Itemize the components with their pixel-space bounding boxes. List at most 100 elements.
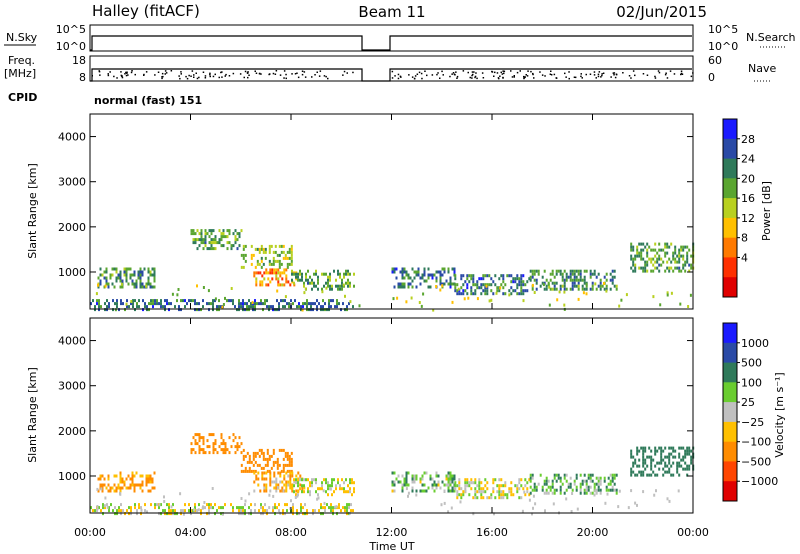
nave-dot <box>109 71 111 73</box>
echo-cell <box>441 273 444 277</box>
echo-cell <box>105 279 108 283</box>
echo-cell <box>680 458 683 462</box>
echo-cell <box>238 235 241 239</box>
echo-cell <box>301 486 304 490</box>
echo-cell <box>147 489 150 493</box>
echo-cell <box>264 250 267 254</box>
velocity-colorbar-label: Velocity [m s⁻¹] <box>773 372 786 457</box>
echo-cell <box>476 484 479 488</box>
echo-cell <box>284 305 286 309</box>
echo-cell <box>686 452 689 456</box>
echo-cell <box>336 299 338 303</box>
echo-cell <box>447 477 450 481</box>
echo-cell <box>343 490 345 494</box>
echo-cell <box>670 473 673 477</box>
echo-cell <box>454 487 457 491</box>
echo-cell <box>454 289 457 293</box>
nave-dot <box>143 73 145 76</box>
echo-region <box>90 503 354 516</box>
echo-cell <box>686 257 689 261</box>
echo-cell <box>456 283 459 287</box>
echo-cell <box>101 486 104 490</box>
echo-cell <box>545 491 548 495</box>
nave-dot <box>593 74 596 76</box>
echo-cell <box>664 245 667 249</box>
echo-cell <box>214 247 217 251</box>
echo-cell <box>98 308 100 312</box>
echo-cell <box>254 451 257 455</box>
echo-cell <box>291 484 293 488</box>
echo-cell <box>644 449 647 453</box>
echo-cell <box>202 439 205 443</box>
echo-cell <box>259 283 262 287</box>
nave-dot <box>274 73 277 75</box>
echo-cell <box>339 487 341 491</box>
echo-cell <box>658 446 661 450</box>
echo-cell <box>490 289 493 293</box>
echo-cell <box>210 433 213 437</box>
echo-cell <box>688 269 691 273</box>
echo-cell <box>585 269 588 273</box>
echo-cell <box>98 506 100 510</box>
echo-cell <box>425 489 428 493</box>
echo-cell <box>275 489 278 493</box>
echo-cell <box>230 247 233 251</box>
echo-cell <box>336 512 338 516</box>
echo-cell <box>323 501 326 505</box>
echo-cell <box>443 270 446 274</box>
echo-cell <box>454 481 457 485</box>
echo-cell <box>293 490 295 494</box>
echo-cell <box>303 284 305 288</box>
echo-cell <box>563 287 566 291</box>
echo-cell <box>330 509 332 513</box>
echo-cell <box>268 250 271 254</box>
echo-cell <box>345 272 347 276</box>
echo-cell <box>290 259 293 263</box>
echo-cell <box>350 503 352 507</box>
echo-cell <box>264 247 267 251</box>
echo-cell <box>666 293 669 297</box>
echo-cell <box>544 509 546 513</box>
echo-cell <box>484 289 487 293</box>
echo-cell <box>678 455 681 459</box>
echo-cell <box>325 478 327 482</box>
echo-cell <box>638 458 641 462</box>
echo-cell <box>638 449 641 453</box>
echo-cell <box>678 248 681 252</box>
echo-cell <box>652 248 655 252</box>
echo-cell <box>151 267 154 271</box>
echo-cell <box>553 275 556 279</box>
echo-cell <box>630 266 633 270</box>
echo-cell <box>202 451 205 455</box>
nave-dot <box>568 77 570 80</box>
echo-cell <box>680 254 683 258</box>
echo-cell <box>451 267 454 271</box>
echo-cell <box>214 297 217 301</box>
echo-cell <box>268 469 271 473</box>
echo-cell <box>335 278 337 282</box>
echo-cell <box>103 477 106 481</box>
echo-cell <box>634 458 637 462</box>
echo-cell <box>441 480 444 484</box>
echo-cell <box>141 273 144 277</box>
colorbar-swatch <box>723 198 737 219</box>
echo-cell <box>350 509 352 513</box>
echo-cell <box>674 248 677 252</box>
echo-cell <box>573 284 576 288</box>
echo-cell <box>218 229 221 233</box>
echo-cell <box>160 512 162 516</box>
echo-cell <box>218 308 220 312</box>
echo-cell <box>535 269 538 273</box>
echo-cell <box>318 302 320 306</box>
echo-cell <box>668 455 671 459</box>
echo-cell <box>558 290 561 294</box>
echo-cell <box>553 281 556 285</box>
echo-cell <box>636 446 639 450</box>
echo-cell <box>678 251 681 255</box>
colorbar-swatch <box>723 421 737 443</box>
colorbar-tick-label: 28 <box>741 133 755 146</box>
echo-cell <box>551 482 554 486</box>
echo-cell <box>260 503 262 507</box>
nave-dot <box>525 74 527 76</box>
echo-cell <box>295 489 298 493</box>
